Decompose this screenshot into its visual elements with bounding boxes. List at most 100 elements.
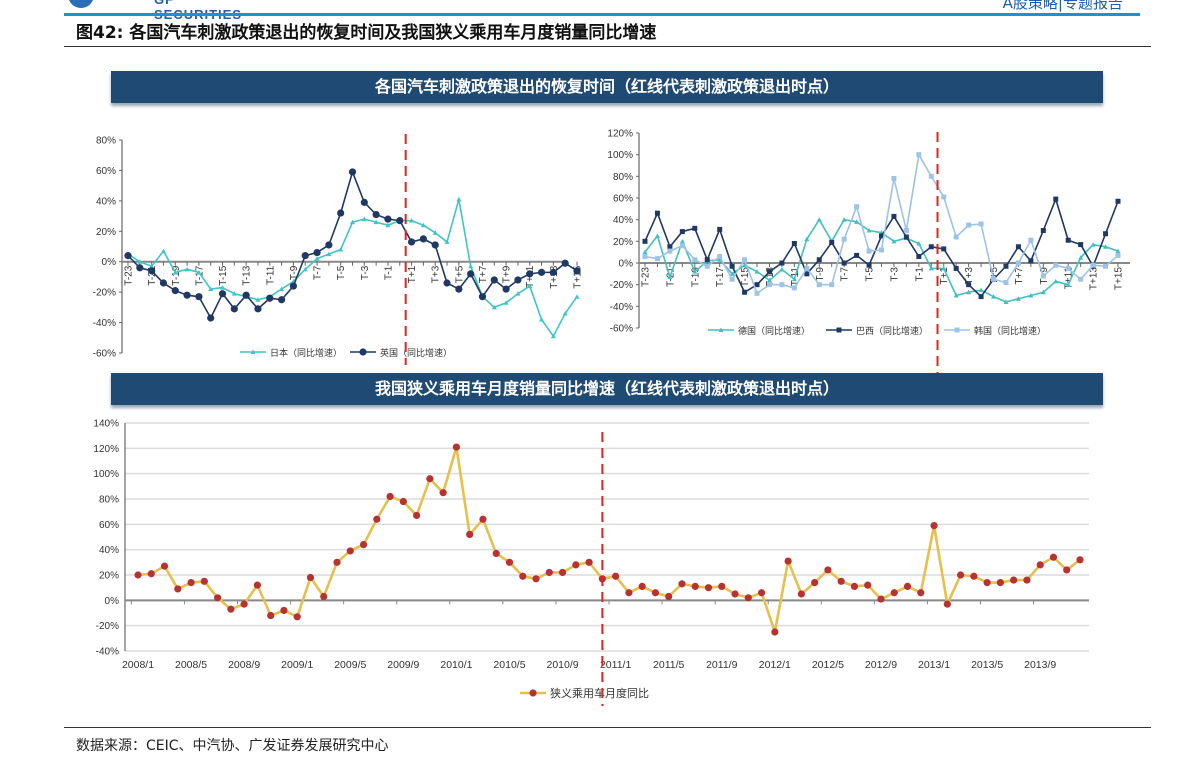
x-tick-label: T+3 <box>431 265 442 283</box>
data-point-0 <box>515 291 521 296</box>
data-point-0 <box>665 592 673 601</box>
report-tag: A股策略|专题报告 <box>1002 0 1123 12</box>
data-point-2 <box>966 222 972 228</box>
data-point-0 <box>729 271 735 276</box>
data-point-1 <box>1003 263 1009 269</box>
data-point-0 <box>625 589 633 597</box>
y-tick-label: -60% <box>610 324 633 335</box>
data-point-0 <box>160 562 169 570</box>
data-point-1 <box>549 268 557 276</box>
data-point-0 <box>137 259 143 264</box>
data-point-1 <box>573 267 581 275</box>
y-tick-label: 40% <box>96 196 116 207</box>
data-point-0 <box>468 263 474 269</box>
data-point-0 <box>1015 296 1021 301</box>
data-point-1 <box>372 210 380 219</box>
data-point-2 <box>1103 263 1109 269</box>
y-tick-label: -40% <box>93 318 116 329</box>
y-tick-label: 0% <box>102 257 117 268</box>
data-point-0 <box>399 497 407 506</box>
y-tick-label: -20% <box>96 621 119 632</box>
x-tick-label: T-17 <box>715 267 726 287</box>
data-point-2 <box>978 221 984 227</box>
data-point-1 <box>953 265 959 271</box>
data-point-1 <box>966 282 972 288</box>
data-point-2 <box>642 254 648 259</box>
x-tick-label: T-13 <box>765 267 776 287</box>
data-point-1 <box>667 244 673 250</box>
data-point-1 <box>301 252 309 260</box>
x-tick-label: T+1 <box>939 267 950 285</box>
figure-caption: 图42: 各国汽车刺激政策退出的恢复时间及我国狭义乘用车月度销量同比增速 <box>76 23 657 43</box>
data-point-0 <box>444 239 450 244</box>
data-point-1 <box>148 267 156 275</box>
x-tick-label: T-3 <box>889 267 900 282</box>
data-point-0 <box>804 236 810 242</box>
data-point-2 <box>928 173 934 179</box>
legend-label: 德国（同比增速） <box>738 325 810 336</box>
data-point-0 <box>320 592 328 601</box>
data-point-0 <box>220 285 226 290</box>
data-point-0 <box>456 196 462 202</box>
data-point-1 <box>502 285 510 293</box>
data-point-0 <box>1003 299 1009 304</box>
y-tick-label: 140% <box>93 419 119 430</box>
data-point-2 <box>779 282 785 288</box>
data-point-0 <box>558 568 567 577</box>
data-point-0 <box>877 595 885 603</box>
data-point-2 <box>879 247 884 253</box>
x-tick-label: T-21 <box>147 265 158 285</box>
x-tick-label: T-19 <box>690 267 701 287</box>
x-tick-label: 2009/9 <box>387 659 419 671</box>
data-point-0 <box>766 277 772 283</box>
data-point-0 <box>717 257 723 262</box>
data-point-1 <box>443 279 451 287</box>
legend-label: 狭义乘用车月度同比 <box>550 686 649 700</box>
data-point-0 <box>754 269 760 274</box>
data-point-2 <box>891 176 897 181</box>
data-point-0 <box>704 584 713 592</box>
data-point-1 <box>537 268 546 276</box>
data-point-0 <box>771 628 779 636</box>
data-point-0 <box>891 238 897 244</box>
data-point-2 <box>854 204 860 210</box>
data-point-0 <box>196 269 202 275</box>
data-point-2 <box>742 257 748 263</box>
data-point-1 <box>526 270 534 278</box>
data-point-1 <box>171 287 179 295</box>
data-point-0 <box>678 580 686 588</box>
data-point-1 <box>928 244 934 250</box>
data-point-0 <box>267 611 275 620</box>
data-point-2 <box>804 265 810 271</box>
data-point-1 <box>419 235 427 243</box>
x-tick-label: T-5 <box>865 267 876 282</box>
data-point-1 <box>561 259 569 267</box>
data-point-0 <box>361 216 367 222</box>
data-point-0 <box>930 522 938 530</box>
data-point-0 <box>1010 576 1018 584</box>
data-point-2 <box>754 290 760 296</box>
logo-mark-icon <box>68 0 94 8</box>
y-tick-label: 20% <box>99 571 119 582</box>
y-tick-label: -20% <box>610 280 633 291</box>
data-point-0 <box>409 218 415 223</box>
data-point-0 <box>718 582 726 591</box>
data-point-0 <box>302 266 308 272</box>
data-point-1 <box>1040 228 1046 233</box>
data-point-0 <box>667 274 673 280</box>
legend-label: 韩国（同比增速） <box>974 325 1046 336</box>
data-point-0 <box>943 600 951 608</box>
data-point-1 <box>289 282 298 290</box>
data-point-1 <box>841 260 847 266</box>
data-point-2 <box>717 254 723 259</box>
data-point-0 <box>539 317 545 322</box>
data-point-0 <box>854 219 860 224</box>
data-point-2 <box>1065 265 1071 271</box>
caption-divider <box>64 46 1151 47</box>
legend-marker-icon <box>250 349 256 354</box>
data-point-1 <box>754 282 760 288</box>
x-tick-label: T+7 <box>1014 267 1025 285</box>
data-point-0 <box>1053 278 1059 284</box>
